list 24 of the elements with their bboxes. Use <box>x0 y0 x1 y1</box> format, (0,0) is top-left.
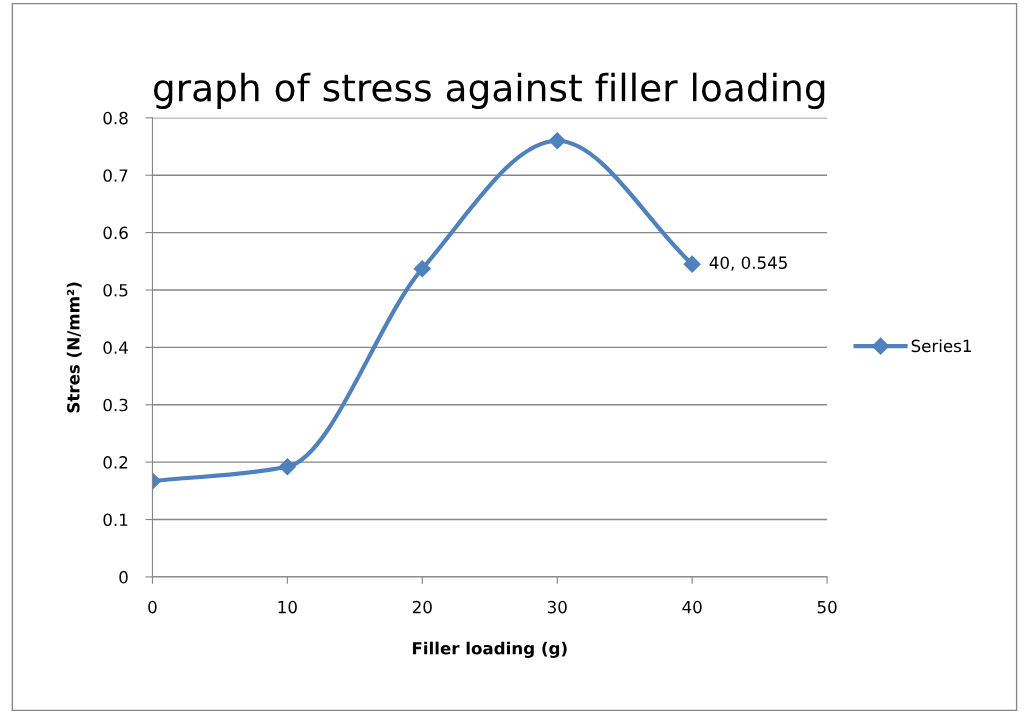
x-tick-label: 50 <box>817 600 837 614</box>
point <box>278 458 296 476</box>
y-tick-label: 0.7 <box>103 169 128 182</box>
y-tick-label: 0.5 <box>103 283 128 297</box>
x-tick-label: 30 <box>547 600 567 614</box>
y-tick-label: 0.6 <box>103 226 128 240</box>
y-tick-label: 0.1 <box>103 513 128 527</box>
x-tick-label: 0 <box>148 600 157 614</box>
point <box>548 132 566 150</box>
x-tick-label: 40 <box>682 600 702 614</box>
y-tick-label: 0.8 <box>103 111 128 125</box>
data-label: 40, 0.545 <box>709 256 787 271</box>
y-axis-title: Stres (N/mm²) <box>66 282 82 413</box>
chart-title: graph of stress against filler loading <box>153 72 825 109</box>
x-axis-title: Filler loading (g) <box>412 641 567 658</box>
y-tick-label: 0.4 <box>103 341 128 354</box>
y-tick-label: 0.2 <box>103 456 128 469</box>
legend-label: Series1 <box>911 339 971 353</box>
x-tick-label: 10 <box>278 600 297 614</box>
x-tick-label: 20 <box>412 600 432 614</box>
point <box>413 260 431 278</box>
point <box>683 255 701 273</box>
y-tick-label: 0 <box>119 570 128 584</box>
y-tick-label: 0.3 <box>103 398 128 412</box>
